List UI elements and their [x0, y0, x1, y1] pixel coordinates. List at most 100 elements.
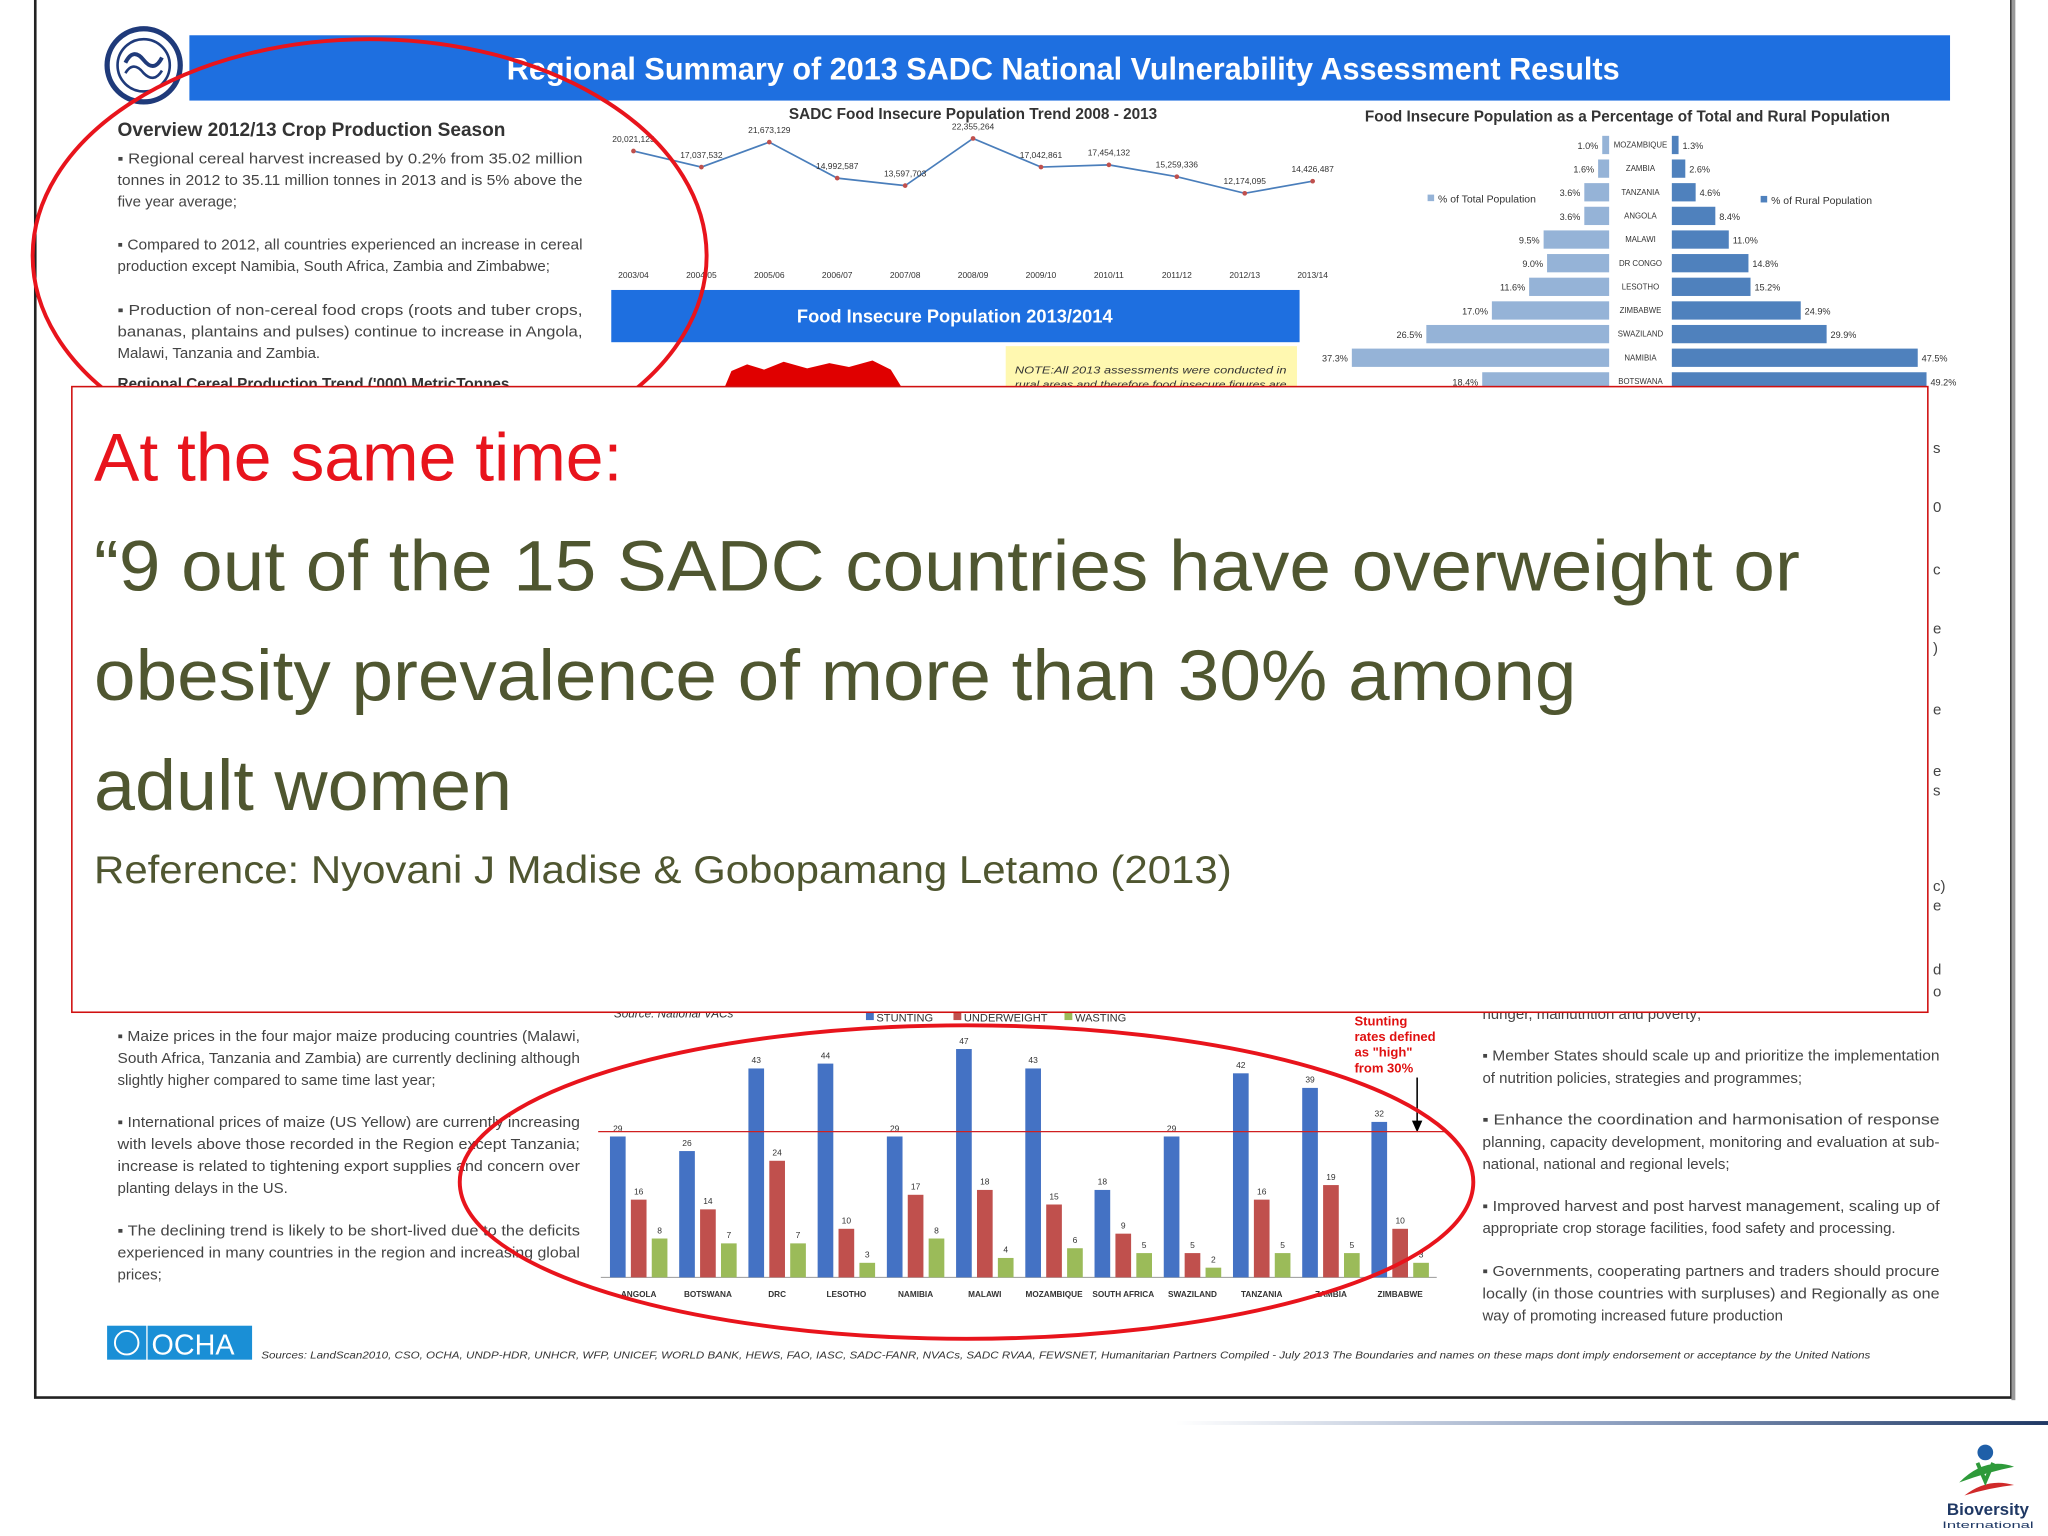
legend-swatch — [1064, 1012, 1073, 1021]
bar — [790, 1243, 806, 1278]
point-label: 15,259,336 — [1156, 160, 1199, 170]
value-label: 29 — [1167, 1123, 1177, 1133]
x-tick-label: 2012/13 — [1229, 270, 1260, 280]
x-tick-label: DRC — [768, 1290, 786, 1299]
poster-shadow — [2011, 0, 2016, 1401]
value-label: 47.5% — [1922, 354, 1948, 364]
text-fragment: ) — [1933, 640, 1938, 657]
trend-point — [902, 183, 908, 188]
overlay-box — [71, 385, 1929, 1014]
bullet-line: bananas, plantains and pulses) continue … — [118, 323, 583, 340]
x-tick-label: BOTSWANA — [684, 1290, 732, 1299]
x-tick-label: 2005/06 — [754, 270, 785, 280]
value-label: 15.2% — [1754, 283, 1780, 293]
category-label: MALAWI — [1625, 235, 1656, 244]
point-label: 17,037,532 — [680, 150, 723, 160]
text-fragment: e — [1933, 620, 1941, 637]
category-label: ZIMBABWE — [1620, 306, 1662, 315]
bar — [1584, 183, 1610, 202]
bar — [1205, 1267, 1222, 1278]
trend-point — [699, 164, 704, 170]
text-fragment: s — [1933, 440, 1941, 457]
value-label: 1.3% — [1682, 141, 1703, 151]
bar — [928, 1238, 945, 1278]
text-fragment: d — [1933, 961, 1941, 978]
poster-title: Regional Summary of 2013 SADC National V… — [507, 52, 1620, 87]
banner-title: Food Insecure Population 2013/2014 — [797, 306, 1114, 327]
point-label: 17,454,132 — [1088, 148, 1131, 158]
bar — [1602, 135, 1610, 155]
x-tick-label: SOUTH AFRICA — [1092, 1290, 1154, 1299]
category-label: ANGOLA — [1624, 212, 1657, 221]
bullet-line: slightly higher compared to same time la… — [118, 1072, 436, 1089]
ocha-label: OCHA — [152, 1329, 236, 1361]
highlight-ellipse — [457, 1023, 1476, 1341]
bar — [1671, 254, 1749, 273]
text-fragment: c — [1933, 562, 1941, 579]
value-label: 1.6% — [1573, 165, 1594, 175]
bar — [1232, 1073, 1249, 1278]
bar — [1671, 301, 1801, 320]
value-label: 16 — [634, 1186, 644, 1196]
bar — [1067, 1248, 1083, 1278]
x-tick-label: LESOTHO — [827, 1290, 867, 1299]
bar — [700, 1209, 716, 1278]
value-label: 26.5% — [1397, 330, 1423, 340]
value-label: 9.0% — [1522, 259, 1543, 269]
bullet-line: ▪ Production of non-cereal food crops (r… — [118, 302, 583, 319]
quote-line: adult women — [94, 746, 512, 826]
bar — [1115, 1233, 1132, 1278]
value-label: 9 — [1121, 1220, 1126, 1230]
point-label: 13,597,703 — [884, 168, 927, 178]
overlay: At the same time: “9 out of the 15 SADC c… — [71, 385, 1929, 1014]
bullet-line: South Africa, Tanzania and Zambia) are c… — [118, 1050, 580, 1067]
bar — [859, 1262, 876, 1278]
bullet-line: ▪ Member States should scale up and prio… — [1482, 1048, 1939, 1065]
trend-point — [834, 175, 840, 181]
value-label: 32 — [1375, 1109, 1385, 1119]
value-label: 39 — [1305, 1075, 1315, 1085]
trend-point — [631, 148, 636, 154]
bar — [1413, 1262, 1429, 1278]
bullet-line: locally (in those countries with surplus… — [1482, 1285, 1939, 1302]
note-line: rural areas and therefore food insecure … — [1015, 380, 1287, 391]
bullet-line: Malawi, Tanzania and Zambia. — [118, 345, 321, 362]
bullet-line: ▪ Maize prices in the four major maize p… — [118, 1028, 580, 1045]
logo-sub: International — [1942, 1520, 2033, 1530]
x-tick-label: NAMIBIA — [898, 1290, 933, 1299]
value-label: 29 — [613, 1123, 623, 1133]
legend-label: % of Rural Population — [1771, 196, 1872, 207]
value-label: 4 — [1003, 1245, 1008, 1255]
bullet-line: planting delays in the US. — [118, 1180, 288, 1197]
category-label: SWAZILAND — [1618, 330, 1664, 339]
quote-line: “9 out of the 15 SADC countries have ove… — [94, 526, 1800, 606]
value-label: 8 — [657, 1225, 662, 1235]
note-line: NOTE:All 2013 assessments were conducted… — [1015, 366, 1287, 377]
value-label: 47 — [959, 1036, 969, 1046]
x-tick-label: SWAZILAND — [1168, 1290, 1217, 1299]
bullet-line: national, national and regional levels; — [1482, 1156, 1729, 1173]
value-label: 49.2% — [1930, 377, 1956, 387]
trend-point — [1242, 190, 1248, 196]
value-label: 42 — [1236, 1060, 1246, 1070]
trend-point — [1106, 162, 1112, 168]
bullet-line: way of promoting increased future produc… — [1481, 1307, 1782, 1324]
value-label: 5 — [1190, 1240, 1195, 1250]
point-label: 21,673,129 — [748, 125, 791, 135]
x-tick-label: 2007/08 — [890, 270, 921, 280]
overlay-heading: At the same time: — [94, 421, 622, 496]
x-tick-label: 2008/09 — [958, 270, 989, 280]
section-heading: Overview 2012/13 Crop Production Season — [118, 119, 506, 141]
bullet-line: five year average; — [118, 193, 237, 210]
bullet-line: increase is related to tightening export… — [118, 1158, 580, 1175]
point-label: 14,992,587 — [816, 161, 859, 171]
note-box — [1005, 346, 1297, 387]
bullet-line: production except Namibia, South Africa,… — [118, 258, 550, 275]
bar — [1671, 159, 1686, 178]
value-label: 11.0% — [1733, 235, 1758, 245]
annotation: rates defined — [1354, 1029, 1435, 1044]
bar — [769, 1160, 785, 1278]
value-label: 3.6% — [1560, 212, 1581, 222]
category-label: TANZANIA — [1621, 188, 1660, 197]
